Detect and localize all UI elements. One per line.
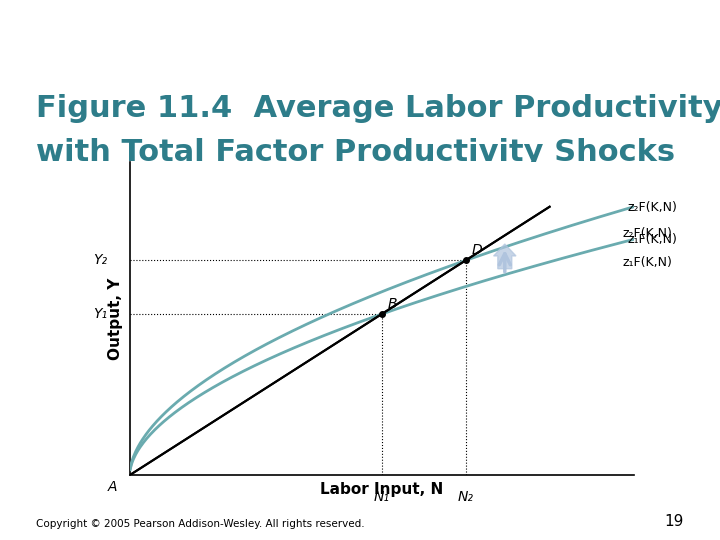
Bar (0, 23, 720, 26)
Bar (0, 39, 720, 42)
Text: B: B (387, 297, 397, 311)
Bar (0, 62, 720, 65)
Bar (0, 19, 720, 23)
Bar (0, 3, 720, 6)
Text: 19: 19 (665, 514, 684, 529)
Text: Figure 11.4  Average Labor Productivity: Figure 11.4 Average Labor Productivity (36, 94, 720, 123)
Text: z₂F(K,N): z₂F(K,N) (622, 227, 672, 240)
Text: Y₂: Y₂ (93, 253, 107, 267)
FancyArrow shape (494, 244, 516, 269)
Text: z₁F(K,N): z₁F(K,N) (628, 233, 678, 246)
Bar (0, 29, 720, 32)
Bar (0, 49, 720, 52)
Bar (0, 32, 720, 36)
Text: N₂: N₂ (458, 490, 474, 504)
Bar (0, 45, 720, 49)
Bar (0, 55, 720, 58)
Bar (0, 10, 720, 13)
Y-axis label: Output, Y: Output, Y (108, 278, 122, 360)
Bar (0, 52, 720, 55)
Bar (0, 36, 720, 39)
X-axis label: Labor Input, N: Labor Input, N (320, 482, 444, 497)
Bar (0, 6, 720, 10)
Text: with Total Factor Productivity Shocks: with Total Factor Productivity Shocks (36, 138, 675, 167)
Bar (0, 26, 720, 29)
Text: Copyright © 2005 Pearson Addison-Wesley. All rights reserved.: Copyright © 2005 Pearson Addison-Wesley.… (36, 519, 364, 529)
Bar (0, 58, 720, 62)
Text: z₁F(K,N): z₁F(K,N) (622, 256, 672, 269)
Bar (0, 42, 720, 45)
Bar (0, 16, 720, 19)
Bar (0, 13, 720, 16)
Text: z₂F(K,N): z₂F(K,N) (628, 200, 678, 214)
Text: Y₁: Y₁ (93, 307, 107, 321)
Text: A: A (108, 480, 117, 494)
Bar (0, 0, 720, 3)
Text: D: D (471, 244, 482, 258)
Text: N₁: N₁ (374, 490, 390, 504)
